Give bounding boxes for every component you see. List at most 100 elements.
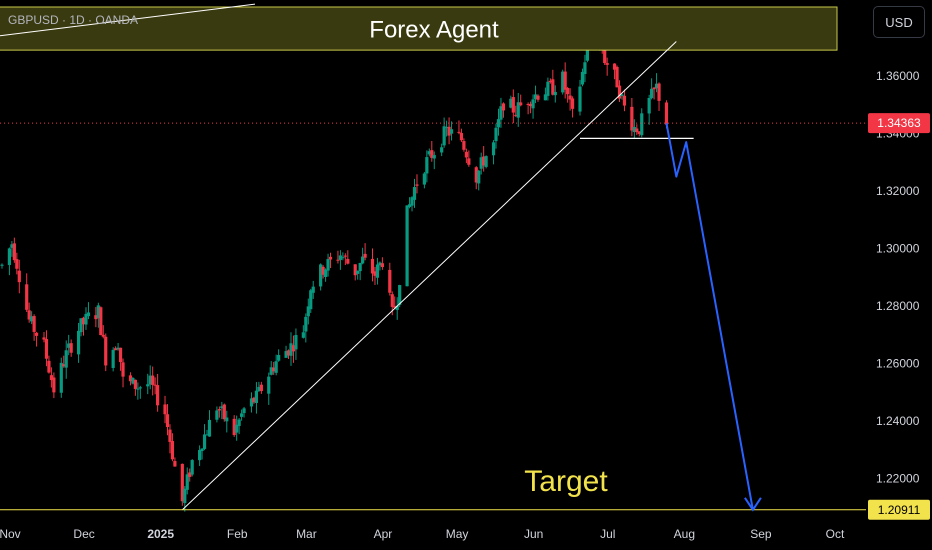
candle-body[interactable] <box>568 95 572 100</box>
candle-body[interactable] <box>405 205 409 287</box>
candle-body[interactable] <box>494 127 498 142</box>
candle-body[interactable] <box>306 306 310 317</box>
candle-body[interactable] <box>479 157 483 169</box>
candle-body[interactable] <box>425 157 429 174</box>
candle-body[interactable] <box>346 258 350 264</box>
candle-body[interactable] <box>326 259 330 271</box>
candle-body[interactable] <box>570 98 575 109</box>
candle-body[interactable] <box>235 424 239 433</box>
candle-body[interactable] <box>62 364 66 367</box>
candle-body[interactable] <box>69 343 73 353</box>
candle-body[interactable] <box>34 332 39 336</box>
candle-body[interactable] <box>25 284 29 310</box>
candle-body[interactable] <box>378 262 382 266</box>
candle-body[interactable] <box>114 348 118 351</box>
candle-body[interactable] <box>47 360 51 373</box>
candle-body[interactable] <box>0 264 4 266</box>
candle-body[interactable] <box>482 156 486 166</box>
candle-body[interactable] <box>551 79 555 95</box>
candle-body[interactable] <box>284 351 288 358</box>
candle-body[interactable] <box>156 385 160 406</box>
candle-body[interactable] <box>173 461 177 467</box>
candle-body[interactable] <box>259 384 263 392</box>
candle-body[interactable] <box>277 354 281 361</box>
candle-body[interactable] <box>49 375 54 381</box>
candle-body[interactable] <box>509 98 513 108</box>
candle-body[interactable] <box>647 97 651 114</box>
candle-body[interactable] <box>415 184 419 186</box>
candle-body[interactable] <box>578 86 582 112</box>
candle-body[interactable] <box>94 315 98 320</box>
candle-body[interactable] <box>632 126 636 133</box>
candle-body[interactable] <box>207 419 212 437</box>
candle-body[interactable] <box>457 131 461 133</box>
candle-body[interactable] <box>104 336 108 366</box>
candle-body[interactable] <box>239 413 244 417</box>
candle-body[interactable] <box>474 167 478 183</box>
candle-body[interactable] <box>311 286 315 293</box>
candle-body[interactable] <box>79 318 83 333</box>
candle-body[interactable] <box>583 62 587 74</box>
candle-body[interactable] <box>289 343 293 356</box>
candle-body[interactable] <box>536 95 540 100</box>
candle-body[interactable] <box>353 264 357 276</box>
candle-body[interactable] <box>553 91 557 96</box>
candle-body[interactable] <box>116 347 120 350</box>
candle-body[interactable] <box>363 253 367 258</box>
candle-body[interactable] <box>338 255 342 260</box>
candle-body[interactable] <box>361 256 365 264</box>
candle-body[interactable] <box>151 375 155 385</box>
candle-body[interactable] <box>153 384 157 386</box>
candle-body[interactable] <box>170 441 175 460</box>
candle-body[interactable] <box>10 244 14 248</box>
candle-body[interactable] <box>32 316 36 332</box>
candle-body[interactable] <box>202 434 207 449</box>
candle-body[interactable] <box>341 257 345 259</box>
candle-body[interactable] <box>635 128 639 133</box>
candle-body[interactable] <box>267 376 271 394</box>
candle-body[interactable] <box>30 316 34 322</box>
candle-body[interactable] <box>650 88 654 99</box>
candle-body[interactable] <box>146 384 150 387</box>
candle-body[interactable] <box>410 197 414 206</box>
candle-body[interactable] <box>447 126 451 136</box>
candle-body[interactable] <box>449 129 454 134</box>
candle-body[interactable] <box>563 71 567 90</box>
candle-body[interactable] <box>546 81 550 96</box>
candle-body[interactable] <box>118 347 123 363</box>
candle-body[interactable] <box>252 397 256 403</box>
candle-body[interactable] <box>533 94 538 100</box>
candle-body[interactable] <box>188 472 192 477</box>
candle-body[interactable] <box>133 379 137 389</box>
candle-body[interactable] <box>148 375 152 385</box>
candle-body[interactable] <box>499 106 503 120</box>
candle-body[interactable] <box>432 155 436 159</box>
candle-body[interactable] <box>15 259 19 269</box>
candle-body[interactable] <box>205 434 209 436</box>
candle-body[interactable] <box>168 429 172 442</box>
candle-body[interactable] <box>336 259 340 261</box>
candle-body[interactable] <box>464 151 468 158</box>
candle-body[interactable] <box>516 102 520 118</box>
candle-body[interactable] <box>373 271 377 276</box>
candle-body[interactable] <box>220 406 224 409</box>
candle-body[interactable] <box>637 131 641 134</box>
candle-body[interactable] <box>12 243 16 261</box>
candle-body[interactable] <box>222 404 226 420</box>
candle-body[interactable] <box>128 375 133 382</box>
candle-body[interactable] <box>96 305 100 319</box>
candle-body[interactable] <box>165 414 170 427</box>
candle-body[interactable] <box>7 248 12 266</box>
candle-body[interactable] <box>664 102 669 125</box>
candle-body[interactable] <box>501 103 506 111</box>
candle-body[interactable] <box>445 127 449 129</box>
candle-body[interactable] <box>561 71 565 93</box>
candle-body[interactable] <box>257 386 261 392</box>
candle-body[interactable] <box>309 290 313 310</box>
candle-body[interactable] <box>200 448 204 452</box>
candle-body[interactable] <box>101 334 105 337</box>
candle-body[interactable] <box>76 330 81 355</box>
candle-body[interactable] <box>519 102 523 106</box>
